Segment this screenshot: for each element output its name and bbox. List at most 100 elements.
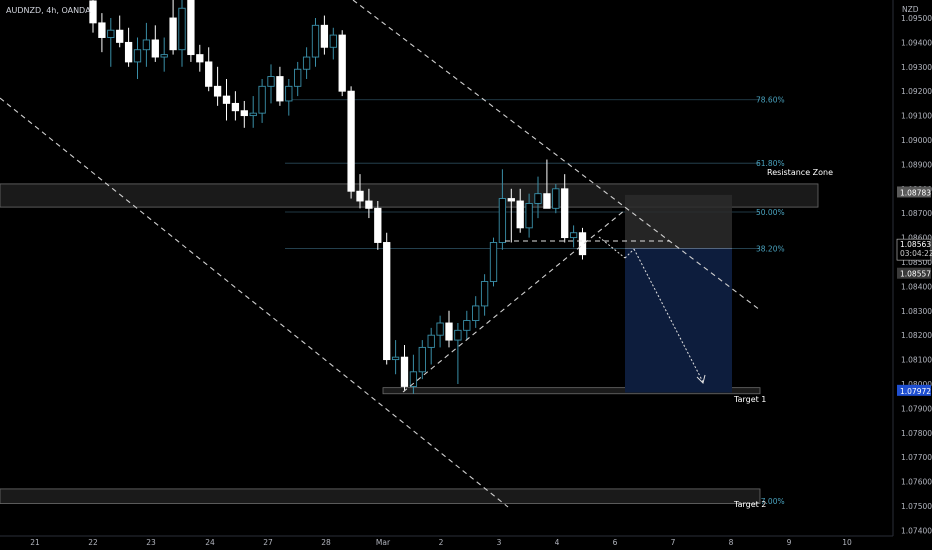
candle-body [285, 85, 293, 102]
candle-body [507, 198, 515, 202]
candle-body [231, 102, 240, 112]
candle-body [347, 90, 355, 192]
candle-body [107, 29, 115, 38]
time-axis[interactable]: 21 22 23 24 27 28 Mar 2 3 4 6 7 8 9 10 [0, 535, 893, 547]
candle-body [480, 281, 489, 307]
trend-line [402, 209, 626, 393]
date-tick-label: 27 [263, 538, 273, 547]
date-tick-label: Mar [376, 538, 391, 547]
candle-body [240, 110, 248, 117]
date-tick-label: 6 [613, 538, 618, 547]
candle-body [578, 232, 587, 256]
candle-body [178, 7, 186, 51]
price-tick-label: 1.09500 [901, 14, 932, 23]
price-tick-label: 1.07400 [901, 526, 932, 535]
stop-loss-area [625, 194, 732, 249]
date-tick-label: 21 [30, 538, 40, 547]
candle-body [534, 193, 542, 204]
date-tick-label: 3 [497, 538, 502, 547]
price-tick-label: 1.08400 [901, 282, 932, 291]
candle-body [338, 34, 346, 92]
candle-body [213, 85, 222, 97]
zone-box [0, 183, 819, 208]
short-position [625, 194, 732, 393]
price-tick-label: 1.09400 [901, 38, 932, 47]
date-tick-label: 4 [555, 538, 560, 547]
zone-label: Resistance Zone [767, 168, 833, 177]
price-tick-label: 1.07600 [901, 478, 932, 487]
price-tick-label: 1.08700 [901, 209, 932, 218]
candle-body [276, 76, 284, 102]
date-tick-label: 28 [321, 538, 331, 547]
candle-body [409, 371, 418, 387]
date-tick-label: 23 [146, 538, 156, 547]
price-tick-label: 1.08000 [901, 380, 932, 389]
current-price-text: 1.08563 [900, 240, 931, 249]
fib-label: 78.60% [756, 96, 785, 105]
candle-body [258, 85, 266, 114]
fib-label: 50.00% [756, 208, 785, 217]
candle-body [205, 61, 213, 87]
candle-body [151, 39, 159, 58]
candle-body [569, 232, 578, 239]
candle-body [294, 68, 302, 87]
zone-label: Target 1 [733, 395, 766, 404]
candle-body [552, 188, 560, 209]
price-tick-label: 1.09300 [901, 63, 932, 72]
candle-body [463, 320, 471, 331]
candle-body [98, 22, 106, 38]
candle-body [267, 76, 275, 87]
candle-body [472, 305, 480, 322]
fib-label: 61.80% [756, 159, 785, 168]
fib-label: 27.00% [756, 497, 785, 506]
take-profit-area [625, 248, 732, 393]
price-tick-label: 1.07800 [901, 429, 932, 438]
date-tick-label: 22 [88, 538, 98, 547]
candle-body [187, 0, 195, 56]
price-tick-label: 1.08900 [901, 160, 932, 169]
price-axis[interactable]: 1.09500 1.09400 1.09300 1.09200 1.09100 1.090… [892, 0, 932, 536]
candle-body [427, 334, 435, 348]
date-tick-label: 2 [439, 538, 444, 547]
date-tick-label: 10 [842, 538, 852, 547]
candle-body [489, 242, 498, 282]
candle-body [222, 95, 231, 104]
candle-body [436, 322, 444, 336]
entry-price-badge-text: 1.08557 [900, 270, 931, 279]
price-tick-label: 1.08600 [901, 234, 932, 243]
candle-body [311, 24, 320, 58]
price-tick-label: 1.09200 [901, 87, 932, 96]
zones: Resistance Zone Target 1 Target 2 [0, 168, 833, 509]
candle-body [302, 56, 311, 70]
trend-lines [0, 0, 761, 508]
price-tick-label: 1.08500 [901, 258, 932, 267]
candle-body [525, 202, 533, 229]
fib-label: 38.20% [756, 245, 785, 254]
countdown-text: 03:04:22 [900, 249, 932, 258]
candle-body [124, 41, 133, 63]
candle-body [196, 54, 204, 63]
price-tick-label: 1.09100 [901, 112, 932, 121]
candle-body [561, 188, 569, 239]
target-price-badge-text: 1.07972 [900, 387, 931, 396]
candle-body [454, 329, 462, 341]
price-tick-label: 1.07900 [901, 404, 932, 413]
candle-body [391, 356, 400, 361]
entry-price-badge [897, 267, 931, 279]
zone-box [382, 387, 761, 395]
candle-body [329, 34, 337, 48]
currency-label: NZD [902, 5, 919, 14]
resistance-price-badge-text: 1.08783 [900, 188, 931, 197]
candle-body [249, 112, 257, 117]
candle-body [445, 322, 453, 341]
trend-line [352, 0, 761, 311]
zone-label: Target 2 [733, 500, 766, 509]
price-tick-label: 1.08100 [901, 356, 932, 365]
current-price-badge [896, 238, 932, 261]
candle-body [133, 49, 142, 63]
candle-body [356, 190, 364, 202]
candle-body [160, 54, 168, 58]
trend-line [633, 248, 704, 383]
